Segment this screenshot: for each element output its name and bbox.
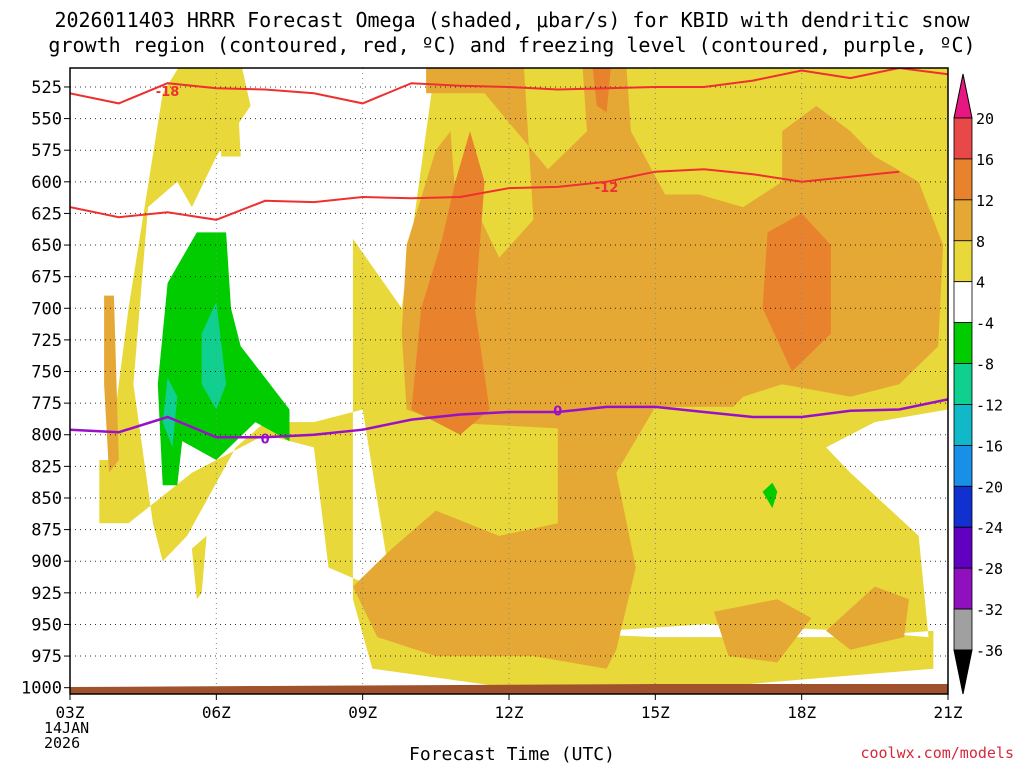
dgz-contour-1 (70, 168, 900, 221)
colorbar-label--28: -28 (976, 560, 1003, 578)
omega-region-neg-8-3 (201, 302, 227, 410)
y-tick-label-925: 925 (31, 584, 62, 604)
y-tick-label-650: 650 (31, 236, 62, 256)
dgz-contour-label-0: -18 (156, 85, 180, 100)
y-tick-label-525: 525 (31, 78, 62, 98)
colorbar-label--16: -16 (976, 437, 1003, 455)
omega-region-8-5 (713, 599, 812, 663)
colorbar-label-12: 12 (976, 192, 994, 210)
y-tick-label-800: 800 (31, 426, 62, 446)
credit-link[interactable]: coolwx.com/models (860, 744, 1014, 762)
colorbar-segment-20 (953, 117, 973, 160)
x-axis-title: Forecast Time (UTC) (409, 744, 615, 765)
freezing-level-label-2: 0 (261, 433, 270, 448)
x-tick-label-03Z: 03Z (56, 703, 85, 722)
y-tick-label-950: 950 (31, 615, 62, 635)
colorbar-segment-16 (953, 158, 973, 201)
colorbar-segment-8 (953, 240, 973, 283)
colorbar-segment-4 (953, 281, 973, 324)
y-tick-label-675: 675 (31, 268, 62, 288)
omega-region-neg-4-0 (157, 232, 290, 486)
colorbar-segment--20 (953, 485, 973, 528)
colorbar-label--12: -12 (976, 396, 1003, 414)
colorbar-segment-12 (953, 199, 973, 242)
plot-area: -18 -12 0 0 (70, 68, 948, 694)
terrain-band (70, 684, 948, 694)
y-tick-label-875: 875 (31, 521, 62, 541)
y-tick-label-900: 900 (31, 552, 62, 572)
colorbar-segment--12 (953, 404, 973, 446)
x-tick-label-06Z: 06Z (202, 703, 231, 722)
y-tick-label-575: 575 (31, 141, 62, 161)
x-date-label-1: 2026 (44, 734, 80, 752)
colorbar-label--4: -4 (976, 315, 994, 333)
omega-region-4-1 (221, 68, 241, 157)
colorbar-label--20: -20 (976, 478, 1003, 496)
omega-region-neg-4-1 (762, 482, 778, 509)
colorbar-label--36: -36 (976, 642, 1003, 660)
omega-region-neg-8-2 (162, 377, 178, 448)
dgz-contour-label-1: -12 (595, 181, 619, 196)
colorbar-segment--8 (953, 363, 973, 405)
y-tick-label-825: 825 (31, 457, 62, 477)
title-line-2: growth region (contoured, red, ºC) and f… (48, 33, 976, 57)
colorbar-label--24: -24 (976, 519, 1003, 537)
y-tick-label-750: 750 (31, 363, 62, 383)
colorbar-label--32: -32 (976, 601, 1003, 619)
colorbar-bottom-arrow (953, 649, 973, 695)
colorbar-segment--16 (953, 444, 973, 487)
colorbar-label-16: 16 (976, 151, 994, 169)
colorbar-label--8: -8 (976, 356, 994, 374)
x-tick-label-09Z: 09Z (348, 703, 377, 722)
omega-region-12-7 (411, 131, 490, 435)
omega-region-12-8 (592, 68, 611, 113)
y-tick-label-775: 775 (31, 394, 62, 414)
title-line-1: 2026011403 HRRR Forecast Omega (shaded, … (54, 8, 970, 32)
dgz-contour-0 (70, 68, 948, 105)
colorbar-label-8: 8 (976, 233, 985, 251)
y-tick-label-725: 725 (31, 331, 62, 351)
y-tick-label-700: 700 (31, 299, 62, 319)
y-tick-label-850: 850 (31, 489, 62, 509)
omega-region-12-9 (762, 213, 831, 372)
y-tick-label-625: 625 (31, 204, 62, 224)
chart-title: 2026011403 HRRR Forecast Omega (shaded, … (0, 8, 1024, 58)
colorbar-segment--24 (953, 526, 973, 569)
colorbar-label-4: 4 (976, 274, 985, 292)
colorbar-label-20: 20 (976, 110, 994, 128)
colorbar-segment--28 (953, 567, 973, 610)
omega-region-8-6 (826, 586, 909, 650)
x-tick-label-18Z: 18Z (787, 703, 816, 722)
y-tick-label-550: 550 (31, 110, 62, 130)
freezing-level-contour (70, 398, 948, 439)
colorbar-segment--32 (953, 608, 973, 651)
omega-region-4-2 (191, 535, 207, 600)
x-tick-label-15Z: 15Z (641, 703, 670, 722)
colorbar-segment--4 (953, 322, 973, 364)
x-tick-label-12Z: 12Z (495, 703, 524, 722)
y-tick-label-975: 975 (31, 647, 62, 667)
y-tick-label-600: 600 (31, 173, 62, 193)
x-date-label-0: 14JAN (44, 719, 89, 737)
colorbar-top-arrow (953, 73, 973, 119)
y-tick-label-1000: 1000 (21, 679, 62, 699)
freezing-level-label: 0 (553, 405, 562, 420)
x-tick-label-21Z: 21Z (934, 703, 963, 722)
